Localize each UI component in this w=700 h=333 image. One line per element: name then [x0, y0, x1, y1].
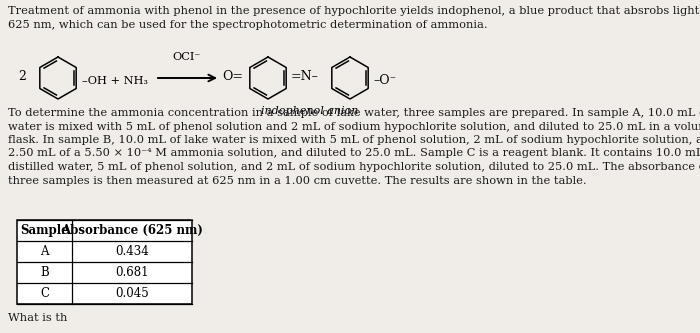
Text: indophenol anion: indophenol anion	[261, 106, 358, 116]
Text: =N–: =N–	[291, 70, 319, 83]
Text: 2: 2	[18, 70, 26, 83]
Text: –O⁻: –O⁻	[373, 75, 396, 88]
Text: distilled water, 5 mL of phenol solution, and 2 mL of sodium hypochlorite soluti: distilled water, 5 mL of phenol solution…	[8, 162, 700, 172]
Text: 0.045: 0.045	[115, 287, 149, 300]
Text: Treatment of ammonia with phenol in the presence of hypochlorite yields indophen: Treatment of ammonia with phenol in the …	[8, 6, 700, 16]
Text: A: A	[41, 245, 49, 258]
Bar	[17, 220, 192, 304]
Text: –OH + NH₃: –OH + NH₃	[82, 76, 148, 86]
Text: To determine the ammonia concentration in a sample of lake water, three samples : To determine the ammonia concentration i…	[8, 108, 700, 118]
Text: flask. In sample B, 10.0 mL of lake water is mixed with 5 mL of phenol solution,: flask. In sample B, 10.0 mL of lake wate…	[8, 135, 700, 145]
Text: OCI⁻: OCI⁻	[173, 52, 201, 62]
Text: three samples is then measured at 625 nm in a 1.00 cm cuvette. The results are s: three samples is then measured at 625 nm…	[8, 175, 587, 185]
Text: Absorbance (625 nm): Absorbance (625 nm)	[61, 224, 203, 237]
Text: 2.50 mL of a 5.50 × 10⁻⁴ M ammonia solution, and diluted to 25.0 mL. Sample C is: 2.50 mL of a 5.50 × 10⁻⁴ M ammonia solut…	[8, 149, 700, 159]
Text: 625 nm, which can be used for the spectrophotometric determination of ammonia.: 625 nm, which can be used for the spectr…	[8, 20, 488, 30]
Text: O=: O=	[222, 70, 243, 83]
Text: 0.434: 0.434	[115, 245, 149, 258]
Text: B: B	[40, 266, 49, 279]
Text: Sample: Sample	[20, 224, 69, 237]
Text: What is th: What is th	[8, 313, 67, 323]
Bar	[17, 220, 192, 304]
Text: 0.681: 0.681	[116, 266, 148, 279]
Text: C: C	[40, 287, 49, 300]
Text: water is mixed with 5 mL of phenol solution and 2 mL of sodium hypochlorite solu: water is mixed with 5 mL of phenol solut…	[8, 122, 700, 132]
